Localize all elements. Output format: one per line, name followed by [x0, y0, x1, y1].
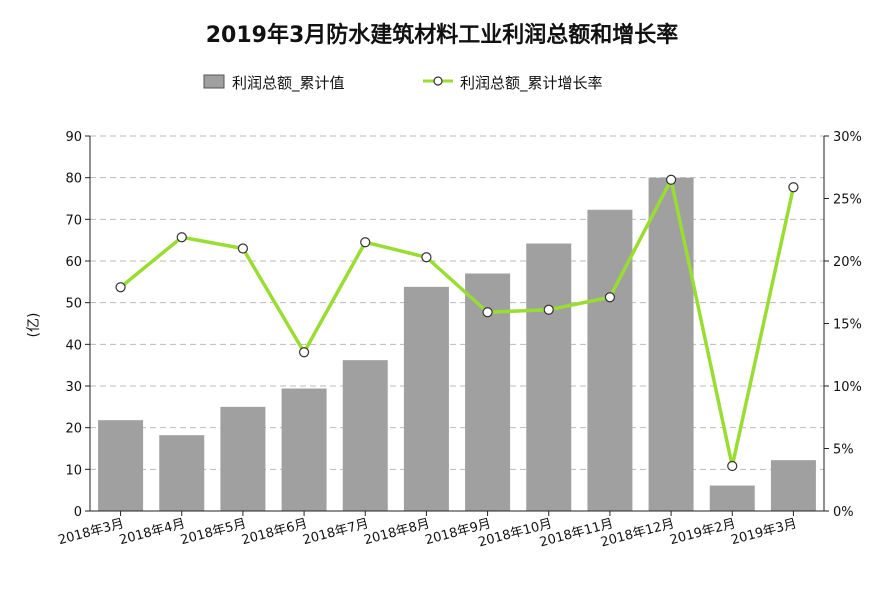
legend: 利润总额_累计值 利润总额_累计增长率 — [203, 74, 603, 93]
category-label: 2018年6月 — [240, 516, 309, 548]
chart-title: 2019年3月防水建筑材料工业利润总额和增长率 — [206, 22, 679, 48]
legend-label-line: 利润总额_累计增长率 — [460, 74, 603, 93]
right-tick-label: 0% — [833, 505, 854, 520]
growth-line — [115, 174, 799, 472]
growth-point[interactable] — [115, 282, 126, 293]
legend-item-line[interactable]: 利润总额_累计增长率 — [423, 74, 603, 93]
bar[interactable] — [220, 406, 266, 511]
right-tick-label: 10% — [833, 380, 862, 395]
bar[interactable] — [648, 177, 694, 511]
legend-item-bar[interactable]: 利润总额_累计值 — [203, 74, 345, 93]
left-axis-ticks: 0 10 20 30 40 50 60 70 80 90 — [65, 130, 90, 520]
category-label: 2018年5月 — [179, 516, 248, 548]
growth-point[interactable] — [421, 252, 432, 263]
legend-label-bar: 利润总额_累计值 — [232, 74, 345, 93]
left-tick-label: 50 — [65, 297, 82, 312]
bar[interactable] — [770, 460, 816, 511]
right-tick-label: 20% — [833, 255, 862, 270]
growth-point[interactable] — [543, 304, 554, 315]
category-label: 2018年4月 — [118, 516, 187, 548]
left-tick-label: 20 — [65, 422, 82, 437]
category-labels: 2018年3月2018年4月2018年5月2018年6月2018年7月2018年… — [57, 511, 799, 550]
left-tick-label: 90 — [65, 130, 82, 145]
growth-point[interactable] — [604, 292, 616, 303]
growth-point[interactable] — [176, 232, 187, 243]
right-tick-label: 30% — [833, 130, 862, 145]
right-tick-label: 25% — [833, 193, 862, 208]
growth-point[interactable] — [727, 460, 738, 472]
right-tick-label: 5% — [833, 443, 854, 458]
bar[interactable] — [587, 209, 633, 511]
growth-point[interactable] — [237, 243, 249, 254]
growth-point[interactable] — [482, 307, 493, 318]
left-tick-label: 40 — [65, 338, 82, 353]
growth-line-path — [119, 178, 796, 468]
gridlines — [90, 135, 824, 470]
bar[interactable] — [342, 360, 388, 511]
bar[interactable] — [403, 286, 449, 511]
left-tick-label: 10 — [65, 463, 82, 478]
category-label: 2018年7月 — [301, 516, 370, 548]
bars — [98, 177, 816, 512]
left-tick-label: 80 — [65, 172, 82, 187]
y-axis-label: (亿) — [26, 313, 42, 338]
bar[interactable] — [281, 388, 327, 512]
legend-swatch-bar — [203, 74, 225, 89]
category-label: 2019年3月 — [730, 516, 799, 548]
growth-point[interactable] — [360, 237, 371, 248]
category-label: 2018年3月 — [57, 516, 126, 548]
left-tick-label: 60 — [65, 255, 82, 270]
growth-point[interactable] — [665, 174, 677, 185]
bar[interactable] — [526, 243, 572, 512]
category-label: 2019年2月 — [668, 516, 737, 548]
left-tick-label: 30 — [65, 380, 82, 395]
bar[interactable] — [98, 420, 144, 511]
legend-swatch-marker — [433, 76, 443, 86]
right-tick-label: 15% — [833, 318, 862, 333]
right-axis-ticks: 0% 5% 10% 15% 20% 25% 30% — [824, 130, 862, 520]
bar[interactable] — [709, 485, 755, 511]
growth-point[interactable] — [298, 347, 310, 358]
left-tick-label: 70 — [65, 213, 82, 228]
growth-point[interactable] — [788, 182, 799, 193]
category-label: 2018年8月 — [363, 516, 432, 548]
left-tick-label: 0 — [74, 505, 82, 520]
bar[interactable] — [159, 435, 205, 511]
